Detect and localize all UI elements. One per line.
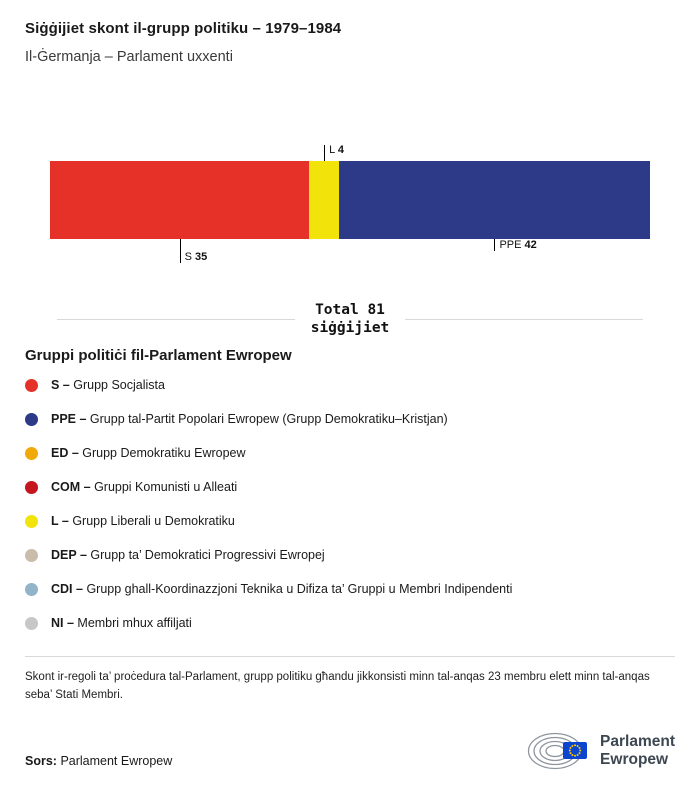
hemicycle-eu-flag-icon (527, 732, 588, 770)
legend-item-L: L – Grupp Liberali u Demokratiku (25, 504, 675, 538)
legend-label: ED – Grupp Demokratiku Ewropew (51, 446, 246, 461)
page-title: Siġġijiet skont il-grupp politiku – 1979… (25, 20, 342, 37)
source-label: Sors: (25, 754, 57, 768)
total-row: Total 81 siġġijiet (57, 301, 644, 337)
european-parliament-logo: Parlament Ewropew (527, 728, 675, 774)
bar-segment-PPE (338, 161, 650, 239)
callout-tick (324, 145, 326, 161)
legend-heading: Gruppi politiċi fil-Parlament Ewropew (25, 347, 292, 365)
source-value: Parlament Ewropew (60, 754, 173, 768)
total-divider-left (57, 318, 295, 320)
total-divider-right (405, 318, 644, 320)
legend-item-CDI: CDI – Grupp ghall-Koordinazzjoni Teknika… (25, 572, 675, 606)
legend-dot-PPE (25, 412, 38, 426)
legend-label: DEP – Grupp ta’ Demokratici Progressivi … (51, 548, 325, 563)
eu-flag (563, 742, 588, 759)
callout-tick (494, 239, 496, 251)
legend-dot-S (25, 378, 38, 392)
total-seats-label: Total 81 siġġijiet (310, 302, 390, 337)
legend-item-PPE: PPE – Grupp tal-Partit Popolari Ewropew … (25, 402, 675, 436)
legend-dot-ED (25, 446, 38, 460)
legend-label: S – Grupp Socjalista (51, 378, 165, 393)
bar-area: S 35 L 4 PPE 42 (50, 145, 650, 263)
legend-label: L – Grupp Liberali u Demokratiku (51, 514, 235, 529)
legend-dot-NI (25, 616, 38, 630)
bar-callout-L: L 4 (324, 145, 344, 161)
logo-text: Parlament Ewropew (600, 733, 675, 769)
legend-label: PPE – Grupp tal-Partit Popolari Ewropew … (51, 412, 448, 427)
legend-list: S – Grupp Socjalista PPE – Grupp tal-Part… (0, 364, 700, 640)
bar-segment-L (309, 161, 339, 239)
callout-label: L 4 (329, 144, 344, 156)
legend-dot-DEP (25, 548, 38, 562)
legend-label: NI – Membri mhux affiljati (51, 616, 192, 631)
footer: Sors: Parlament Ewropew Parlament Ewrope… (25, 728, 675, 774)
legend-item-ED: ED – Grupp Demokratiku Ewropew (25, 436, 675, 470)
legend-dot-L (25, 514, 38, 528)
stacked-bar (50, 161, 650, 239)
legend-item-DEP: DEP – Grupp ta’ Demokratici Progressivi … (25, 538, 675, 572)
page-subtitle: Il-Ġermanja – Parlament uxxenti (25, 49, 233, 65)
logo-line2: Ewropew (600, 751, 669, 768)
legend-label: COM – Gruppi Komunisti u Alleati (51, 480, 238, 495)
legend-item-COM: COM – Gruppi Komunisti u Alleati (25, 470, 675, 504)
bar-callout-PPE: PPE 42 (494, 239, 537, 251)
callout-tick (179, 239, 181, 263)
legend-label: CDI – Grupp ghall-Koordinazzjoni Teknika… (51, 582, 513, 597)
footnote: Skont ir-regoli ta’ proċedura tal-Parlam… (25, 656, 675, 704)
eu-stars (568, 744, 582, 757)
source-line: Sors: Parlament Ewropew (25, 754, 172, 774)
callout-label: PPE 42 (499, 239, 537, 251)
legend-dot-CDI (25, 582, 38, 596)
legend-dot-COM (25, 480, 38, 494)
callout-label: S 35 (184, 251, 208, 263)
legend-item-NI: NI – Membri mhux affiljati (25, 606, 675, 640)
bar-callout-S: S 35 (179, 239, 208, 263)
legend-item-S: S – Grupp Socjalista (25, 368, 675, 402)
logo-line1: Parlament (600, 733, 675, 751)
bar-segment-S (50, 161, 310, 239)
